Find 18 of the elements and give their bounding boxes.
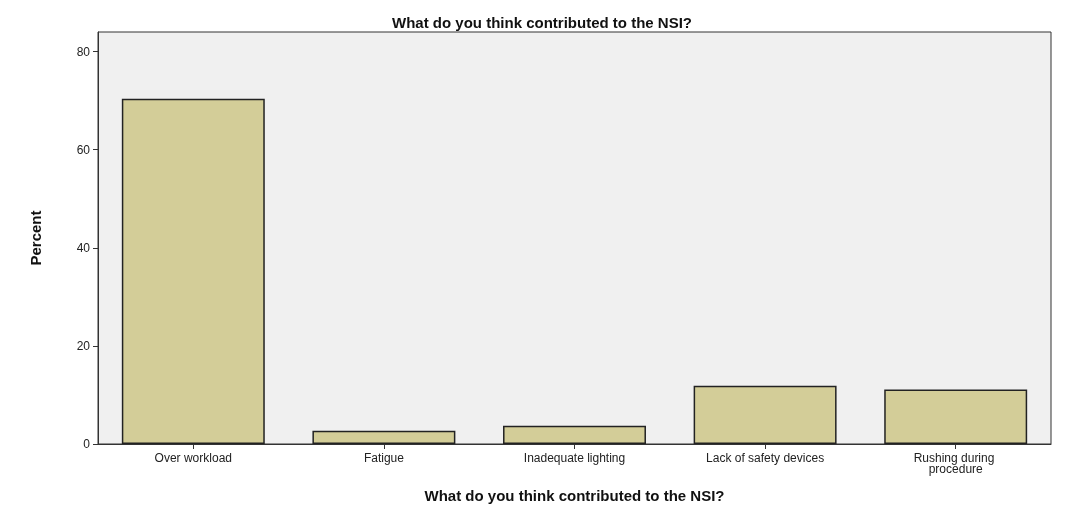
bar xyxy=(503,425,646,444)
x-tick-label: Lack of safety devices xyxy=(706,450,825,465)
y-tick-label: 60 xyxy=(76,142,91,157)
y-tick-label: 40 xyxy=(76,240,91,255)
chart-title: What do you think contributed to the NSI? xyxy=(392,14,692,31)
x-axis-title: What do you think contributed to the NSI? xyxy=(424,487,725,504)
bar xyxy=(121,98,265,444)
bar xyxy=(884,389,1028,444)
y-tick-label: 80 xyxy=(76,44,91,59)
y-tick-label: 0 xyxy=(83,437,91,451)
x-tick-label: Inadequate lighting xyxy=(523,450,626,465)
bar xyxy=(312,430,456,444)
x-tick-label: Fatigue xyxy=(363,450,405,465)
y-axis-title: Percent xyxy=(27,210,44,266)
x-tick-label: Rushing during procedure xyxy=(913,450,998,476)
y-tick-label: 20 xyxy=(76,338,91,353)
bar xyxy=(693,385,837,444)
x-tick-label: Over workload xyxy=(154,450,232,465)
